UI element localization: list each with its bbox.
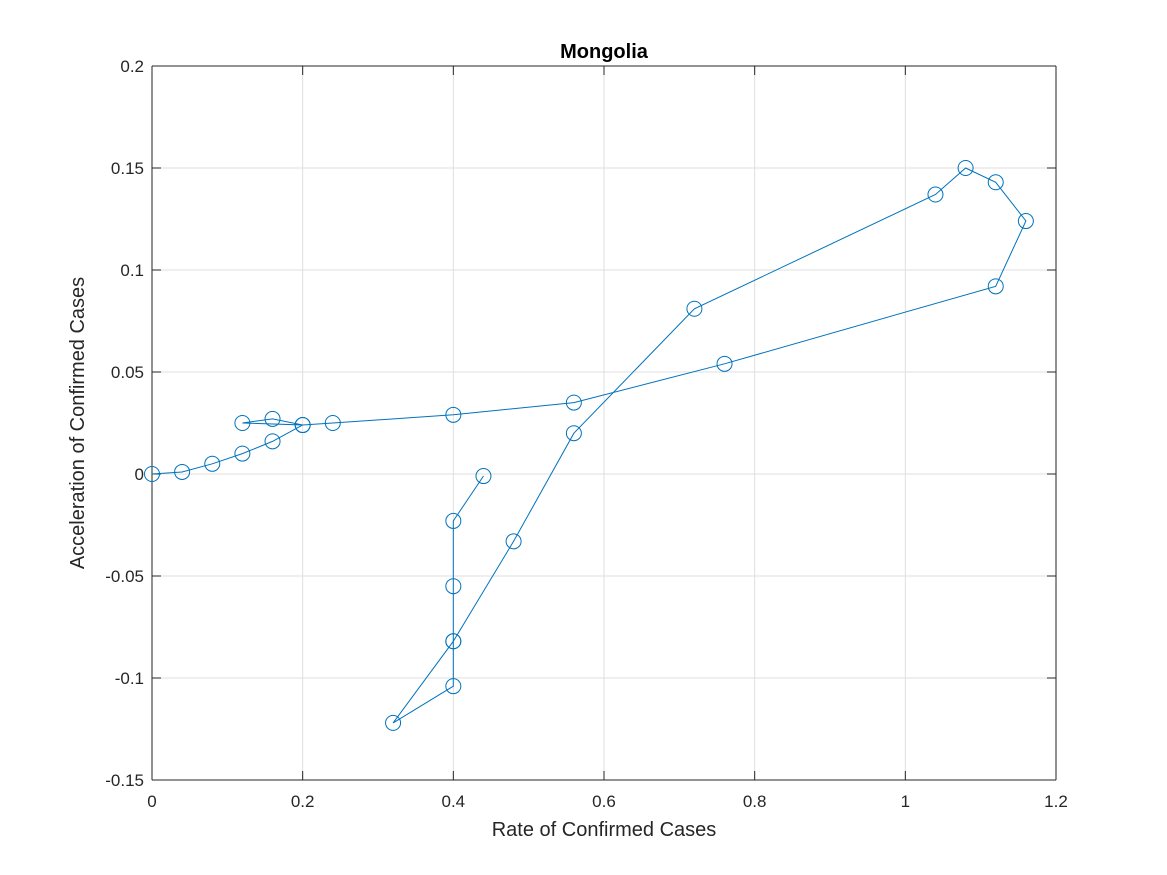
data-point xyxy=(445,512,462,529)
data-point xyxy=(716,355,733,372)
data-point xyxy=(565,394,582,411)
x-tick-label: 0.6 xyxy=(592,792,616,811)
data-point xyxy=(174,463,191,480)
x-axis-label: Rate of Confirmed Cases xyxy=(492,819,717,841)
y-tick-label: -0.05 xyxy=(105,567,144,586)
x-tick-label: 0 xyxy=(147,792,156,811)
data-point xyxy=(565,425,582,442)
y-tick-label: 0.15 xyxy=(111,159,144,178)
data-point xyxy=(234,415,251,431)
series-line xyxy=(151,167,1027,724)
x-tick-label: 0.4 xyxy=(442,792,466,811)
ticks: 0 0.2 0.4 0.6 0.8 1 1.2 -0.15 -0.1 -0.05 0 0.05 0.1 0… xyxy=(105,57,1068,811)
y-tick-label: -0.1 xyxy=(115,669,144,688)
data-point xyxy=(445,578,462,595)
data-point xyxy=(686,300,703,317)
data-point xyxy=(475,468,492,485)
data-point xyxy=(1017,213,1034,230)
y-tick-label: 0 xyxy=(135,465,144,484)
y-tick-label: 0.2 xyxy=(120,57,144,76)
x-tick-label: 0.2 xyxy=(291,792,315,811)
data-point xyxy=(234,445,251,462)
data-point xyxy=(294,417,311,434)
data-point xyxy=(445,406,462,423)
data-point xyxy=(264,433,281,450)
data-point xyxy=(987,174,1004,191)
data-point xyxy=(957,160,974,176)
data-point xyxy=(264,410,281,427)
data-point xyxy=(987,278,1004,295)
x-tick-label: 1.2 xyxy=(1044,792,1068,811)
y-tick-label: 0.1 xyxy=(120,261,144,280)
data-point xyxy=(445,633,462,650)
x-tick-label: 0.8 xyxy=(743,792,767,811)
data-point xyxy=(445,678,462,695)
x-tick-label: 1 xyxy=(901,792,910,811)
data-point xyxy=(144,466,160,482)
y-tick-label: 0.05 xyxy=(111,363,144,382)
data-point xyxy=(324,415,341,431)
y-tick-label: -0.15 xyxy=(105,771,144,790)
data-point xyxy=(204,455,221,472)
chart-title: Mongolia xyxy=(560,41,649,63)
series-1 xyxy=(144,160,1034,731)
data-point xyxy=(505,533,522,550)
data-point xyxy=(927,186,944,203)
data-point xyxy=(385,714,402,731)
y-axis-label: Acceleration of Confirmed Cases xyxy=(67,277,89,569)
